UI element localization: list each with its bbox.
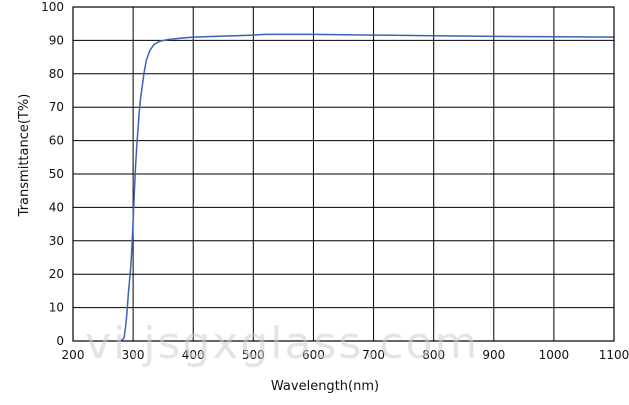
y-tick-label: 60: [49, 134, 64, 148]
series-layer: [120, 33, 615, 342]
y-tick-label: 50: [49, 167, 64, 181]
y-tick-label: 10: [49, 301, 64, 315]
x-tick-labels: 200 300 400 500 600 700 800 900 1000 1100: [62, 348, 629, 362]
x-tick-label: 900: [482, 348, 505, 362]
x-tick-label: 500: [242, 348, 265, 362]
y-tick-label: 30: [49, 234, 64, 248]
y-tick-labels: 0 10 20 30 40 50 60 70 80 90 100: [41, 0, 64, 348]
plot-frame: [72, 6, 615, 342]
y-tick-label: 0: [56, 334, 64, 348]
y-tick-label: 40: [49, 200, 64, 214]
x-tick-label: 300: [122, 348, 145, 362]
x-tick-label: 800: [422, 348, 445, 362]
grid: [72, 6, 615, 342]
y-tick-label: 80: [49, 67, 64, 81]
y-tick-label: 90: [49, 33, 64, 47]
series-line-transmittance: [120, 33, 615, 342]
x-tick-label: 700: [362, 348, 385, 362]
y-tick-label: 100: [41, 0, 64, 14]
y-tick-label: 70: [49, 100, 64, 114]
x-tick-label: 600: [302, 348, 325, 362]
x-tick-label: 400: [182, 348, 205, 362]
x-tick-label: 1000: [539, 348, 570, 362]
y-axis-title: Transmittance(T%): [17, 94, 32, 218]
x-tick-label: 1100: [599, 348, 629, 362]
y-tick-label: 20: [49, 267, 64, 281]
x-tick-label: 200: [62, 348, 85, 362]
x-axis-title: Wavelength(nm): [271, 379, 379, 394]
